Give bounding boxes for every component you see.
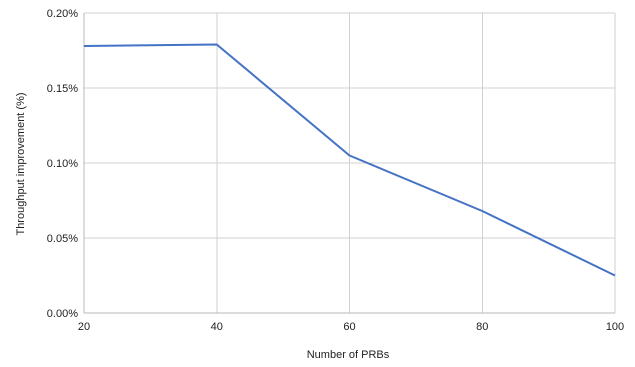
series-layer [83, 43, 616, 277]
tick-labels: 0.00% 0.05% 0.10% 0.15% 0.20% 20 40 60 80 100 [47, 8, 624, 333]
x-tick-label: 100 [606, 321, 624, 333]
y-tick-label: 0.05% [47, 233, 78, 245]
x-tick-label: 20 [78, 321, 90, 333]
x-axis-title: Number of PRBs [307, 349, 390, 361]
x-tick-label: 40 [211, 321, 223, 333]
y-tick-label: 0.00% [47, 308, 78, 320]
y-tick-label: 0.15% [47, 83, 78, 95]
x-tick-label: 60 [343, 321, 355, 333]
x-tick-label: 80 [476, 321, 488, 333]
y-axis-title: Throughput improvement (%) [15, 92, 27, 235]
y-tick-label: 0.20% [47, 8, 78, 20]
series-line [83, 43, 616, 277]
grid-lines [83, 12, 616, 314]
y-tick-label: 0.10% [47, 158, 78, 170]
